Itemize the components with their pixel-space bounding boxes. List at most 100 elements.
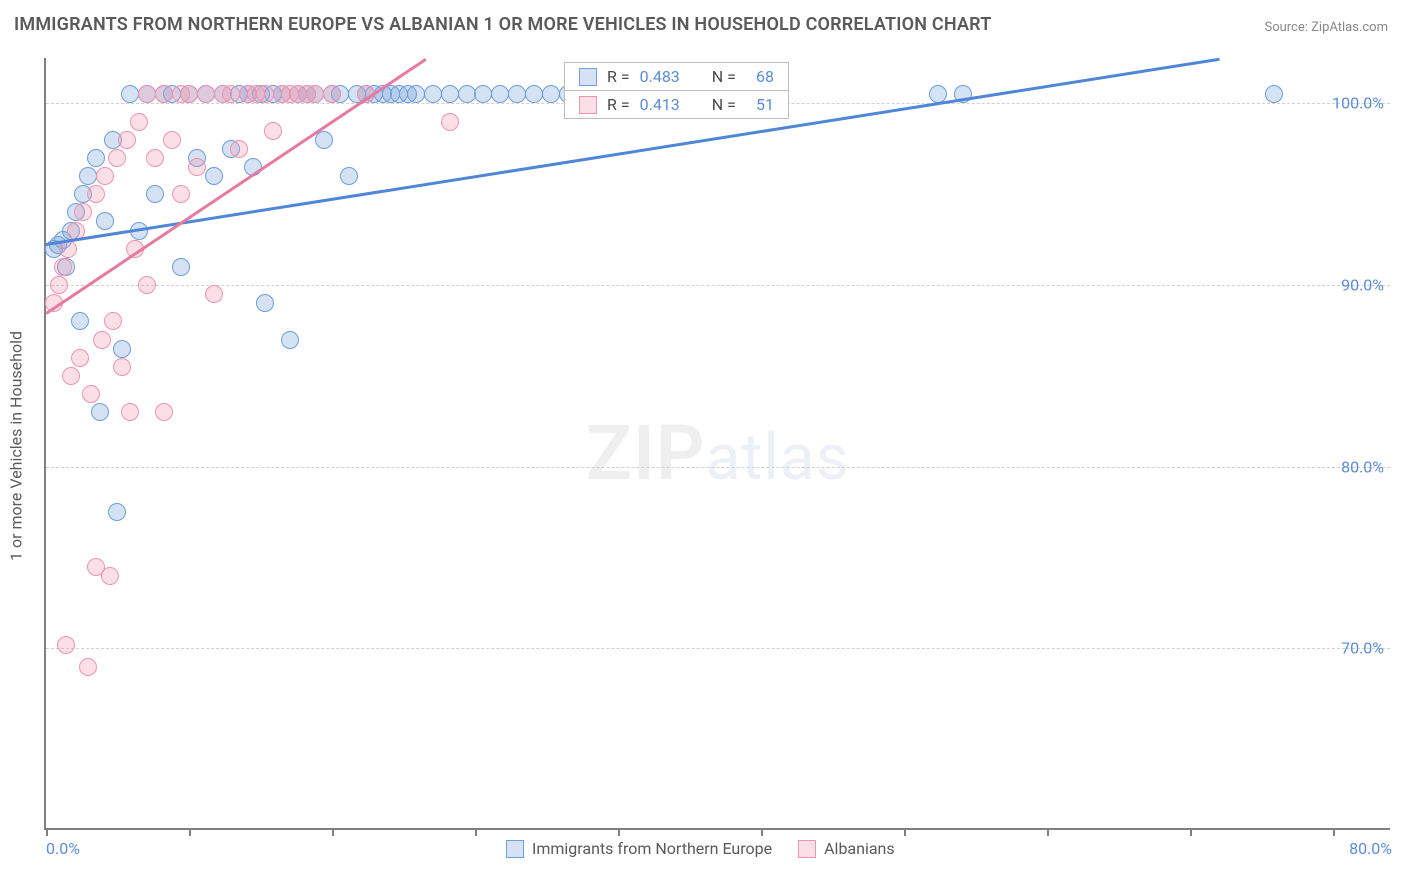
- n-label: N =: [712, 67, 736, 86]
- data-point: [101, 567, 119, 585]
- data-point: [441, 113, 459, 131]
- data-point: [138, 276, 156, 294]
- data-point: [121, 403, 139, 421]
- x-tick: [618, 828, 620, 836]
- data-point: [71, 349, 89, 367]
- y-tick-label: 70.0%: [1341, 639, 1384, 658]
- series-legend-item: Albanians: [798, 839, 895, 858]
- r-value: 0.483: [640, 67, 680, 86]
- data-point: [130, 113, 148, 131]
- data-point: [87, 149, 105, 167]
- data-point: [93, 331, 111, 349]
- data-point: [306, 85, 324, 103]
- legend-row: R = 0.483 N = 68: [565, 63, 788, 90]
- data-point: [315, 131, 333, 149]
- series-name: Immigrants from Northern Europe: [532, 839, 772, 858]
- data-point: [197, 85, 215, 103]
- legend-swatch: [798, 840, 816, 858]
- data-point: [62, 367, 80, 385]
- data-point: [155, 85, 173, 103]
- data-point: [79, 658, 97, 676]
- data-point: [87, 185, 105, 203]
- data-point: [172, 185, 190, 203]
- data-point: [1265, 85, 1283, 103]
- gridline-h: [46, 285, 1390, 286]
- x-tick: [475, 828, 477, 836]
- r-label: R =: [607, 95, 630, 114]
- data-point: [113, 358, 131, 376]
- data-point: [146, 149, 164, 167]
- data-point: [82, 385, 100, 403]
- data-point: [108, 149, 126, 167]
- r-label: R =: [607, 67, 630, 86]
- legend-swatch: [579, 68, 597, 86]
- correlation-legend: R = 0.483 N = 68 R = 0.413 N = 51: [564, 62, 789, 119]
- data-point: [340, 167, 358, 185]
- data-point: [508, 85, 526, 103]
- source-attribution: Source: ZipAtlas.com: [1264, 20, 1388, 35]
- data-point: [188, 158, 206, 176]
- x-tick: [1047, 828, 1049, 836]
- gridline-h: [46, 467, 1390, 468]
- x-tick: [761, 828, 763, 836]
- data-point: [542, 85, 560, 103]
- x-tick: [904, 828, 906, 836]
- series-name: Albanians: [824, 839, 895, 858]
- data-point: [118, 131, 136, 149]
- data-point: [172, 258, 190, 276]
- data-point: [180, 85, 198, 103]
- data-point: [525, 85, 543, 103]
- legend-swatch: [579, 96, 597, 114]
- x-tick: [46, 828, 48, 836]
- data-point: [50, 276, 68, 294]
- series-legend: Immigrants from Northern Europe Albanians: [506, 839, 895, 858]
- data-point: [74, 203, 92, 221]
- data-point: [205, 167, 223, 185]
- scatter-chart: ZIPatlas 70.0%80.0%90.0%100.0%0.0%80.0%R…: [44, 58, 1390, 830]
- gridline-h: [46, 648, 1390, 649]
- x-tick: [1333, 828, 1335, 836]
- data-point: [222, 85, 240, 103]
- data-point: [91, 403, 109, 421]
- r-value: 0.413: [640, 95, 680, 114]
- y-axis-title: 1 or more Vehicles in Household: [7, 331, 26, 561]
- data-point: [458, 85, 476, 103]
- data-point: [424, 85, 442, 103]
- data-point: [57, 636, 75, 654]
- data-point: [474, 85, 492, 103]
- data-point: [138, 85, 156, 103]
- series-legend-item: Immigrants from Northern Europe: [506, 839, 772, 858]
- data-point: [113, 340, 131, 358]
- data-point: [281, 331, 299, 349]
- n-value: 68: [746, 67, 774, 86]
- data-point: [79, 167, 97, 185]
- data-point: [264, 122, 282, 140]
- data-point: [71, 312, 89, 330]
- x-tick-label: 0.0%: [46, 839, 80, 858]
- data-point: [323, 85, 341, 103]
- data-point: [256, 294, 274, 312]
- x-tick-label: 80.0%: [1349, 839, 1392, 858]
- data-point: [205, 285, 223, 303]
- chart-title: IMMIGRANTS FROM NORTHERN EUROPE VS ALBAN…: [14, 14, 992, 35]
- data-point: [121, 85, 139, 103]
- y-tick-label: 100.0%: [1332, 94, 1384, 113]
- data-point: [96, 167, 114, 185]
- legend-row: R = 0.413 N = 51: [565, 90, 788, 118]
- data-point: [230, 140, 248, 158]
- x-tick: [189, 828, 191, 836]
- data-point: [155, 403, 173, 421]
- data-point: [54, 258, 72, 276]
- x-tick: [1190, 828, 1192, 836]
- data-point: [96, 212, 114, 230]
- n-value: 51: [746, 95, 774, 114]
- data-point: [407, 85, 425, 103]
- legend-swatch: [506, 840, 524, 858]
- data-point: [491, 85, 509, 103]
- y-tick-label: 80.0%: [1341, 457, 1384, 476]
- data-point: [256, 85, 274, 103]
- data-point: [108, 503, 126, 521]
- x-tick: [332, 828, 334, 836]
- n-label: N =: [712, 95, 736, 114]
- watermark: ZIPatlas: [586, 408, 850, 498]
